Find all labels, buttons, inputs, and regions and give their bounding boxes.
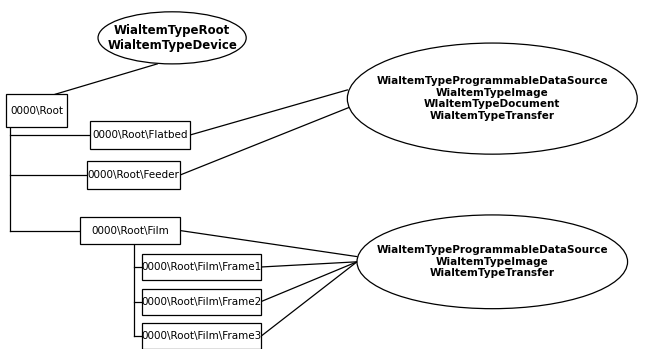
FancyBboxPatch shape [87,161,180,189]
Text: 0000\Root\Film: 0000\Root\Film [91,225,169,236]
Text: 0000\Root\Film\Frame2: 0000\Root\Film\Frame2 [141,297,261,307]
Ellipse shape [357,215,628,309]
FancyBboxPatch shape [142,323,261,350]
Text: WialtemTypeProgrammableDataSource
WialtemTypeImage
WialtemTypeTransfer: WialtemTypeProgrammableDataSource Wialte… [377,245,608,278]
FancyBboxPatch shape [142,254,261,280]
FancyBboxPatch shape [142,289,261,315]
Text: 0000\Root\Flatbed: 0000\Root\Flatbed [92,130,188,140]
FancyBboxPatch shape [90,121,190,149]
Ellipse shape [347,43,637,154]
Text: WialtemTypeRoot
WialtemTypeDevice: WialtemTypeRoot WialtemTypeDevice [107,24,237,52]
Text: 0000\Root: 0000\Root [10,106,63,116]
Text: WialtemTypeProgrammableDataSource
WialtemTypeImage
WIaltemTypeDocument
WialtemTy: WialtemTypeProgrammableDataSource Wialte… [377,76,608,121]
FancyBboxPatch shape [80,217,180,244]
Text: 0000\Root\Film\Frame1: 0000\Root\Film\Frame1 [141,262,261,272]
Ellipse shape [98,12,247,64]
FancyBboxPatch shape [6,94,67,127]
Text: 0000\Root\Feeder: 0000\Root\Feeder [87,170,179,180]
Text: 0000\Root\Film\Frame3: 0000\Root\Film\Frame3 [141,331,261,342]
